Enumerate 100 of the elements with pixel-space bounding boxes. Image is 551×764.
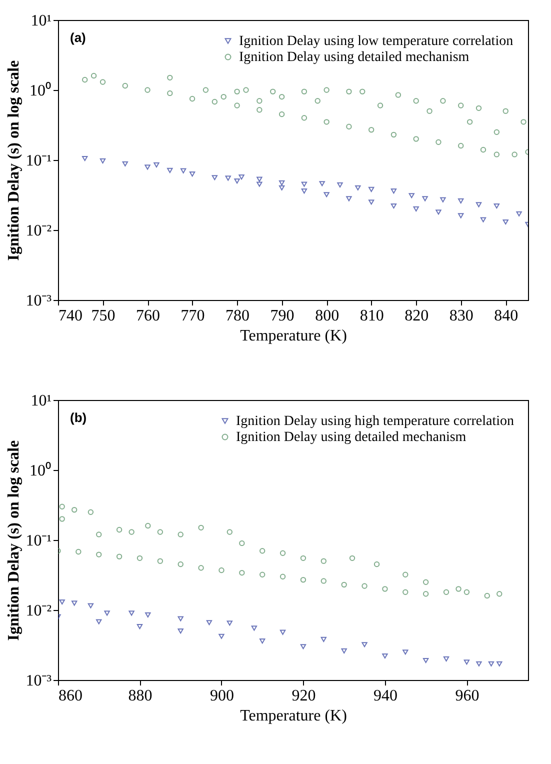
point <box>178 532 184 538</box>
point <box>512 152 518 158</box>
annotation: (b) <box>70 410 87 425</box>
point <box>256 107 262 113</box>
point <box>180 168 186 174</box>
point <box>116 554 122 560</box>
point <box>362 642 368 648</box>
point <box>122 82 128 89</box>
x-axis-title: Temperature (K) <box>240 708 347 724</box>
point <box>402 650 408 655</box>
point <box>494 204 500 209</box>
x-tick-label: 940 <box>373 688 398 704</box>
y-tick-label: 10⁻¹ <box>26 152 52 170</box>
point <box>408 193 414 198</box>
point <box>100 158 106 164</box>
point <box>484 592 490 599</box>
point <box>144 164 150 170</box>
point <box>128 529 134 535</box>
y-tick-label: 10⁻² <box>26 602 52 620</box>
y-tick-label: 10⁰ <box>30 82 52 100</box>
point <box>59 516 65 522</box>
point <box>167 90 173 96</box>
point <box>440 197 446 202</box>
point <box>301 88 308 94</box>
point <box>456 586 462 592</box>
point <box>212 98 218 105</box>
point <box>458 142 464 149</box>
point <box>301 182 308 187</box>
point <box>341 582 347 588</box>
point <box>234 102 240 108</box>
point <box>76 548 82 555</box>
point <box>320 636 326 642</box>
x-tick-label: 760 <box>136 308 160 324</box>
point <box>422 579 429 585</box>
point <box>341 648 347 654</box>
point <box>324 119 330 125</box>
x-tick-label: 830 <box>449 308 474 324</box>
point <box>300 576 306 583</box>
point <box>198 565 204 571</box>
point <box>300 555 306 562</box>
point <box>278 180 285 186</box>
point <box>368 126 374 133</box>
point <box>349 555 356 562</box>
point <box>368 200 374 205</box>
point <box>496 661 502 666</box>
point <box>122 161 128 166</box>
point <box>382 654 388 659</box>
point <box>314 98 320 104</box>
point <box>59 504 65 510</box>
point <box>502 219 508 225</box>
point <box>136 555 143 562</box>
point <box>413 206 419 212</box>
x-tick-label: 920 <box>292 688 316 704</box>
point <box>320 578 326 584</box>
point <box>280 550 286 556</box>
point <box>362 583 368 589</box>
point <box>324 87 330 93</box>
point <box>458 198 464 204</box>
point <box>390 132 397 138</box>
x-tick-label: 960 <box>455 688 480 704</box>
point <box>440 98 446 104</box>
point <box>154 162 160 168</box>
point <box>189 172 196 177</box>
point <box>136 624 143 630</box>
point <box>157 529 164 535</box>
point <box>145 612 151 618</box>
point <box>157 558 164 564</box>
x-tick-label: 880 <box>128 688 152 704</box>
legend-label: Ignition Delay using high temperature correlation <box>236 414 514 429</box>
point <box>226 529 232 535</box>
point <box>436 139 442 145</box>
x-tick-label: 790 <box>270 308 294 324</box>
point <box>494 152 500 158</box>
point <box>88 509 94 515</box>
point <box>422 658 429 664</box>
x-tick-label: 800 <box>315 308 340 324</box>
point <box>280 630 286 635</box>
point <box>413 136 419 142</box>
point <box>346 124 352 130</box>
point <box>382 586 388 592</box>
x-tick-label: 770 <box>180 308 205 324</box>
point <box>520 119 526 125</box>
point <box>443 656 450 662</box>
y-tick-label: 10¹ <box>30 392 52 410</box>
point <box>72 506 78 513</box>
y-tick-label: 10¹ <box>30 12 52 30</box>
point <box>96 532 102 538</box>
point <box>464 589 470 595</box>
point <box>260 638 266 644</box>
point <box>238 174 244 180</box>
point <box>90 72 97 79</box>
point <box>320 558 326 564</box>
y-tick-label: 10⁻³ <box>26 292 52 310</box>
point <box>260 548 266 554</box>
legend-label: Ignition Delay using low temperature correlation <box>239 34 514 49</box>
point <box>260 572 266 578</box>
point <box>301 188 308 194</box>
x-tick-label: 780 <box>226 308 250 324</box>
point <box>480 217 486 222</box>
point <box>72 600 78 606</box>
